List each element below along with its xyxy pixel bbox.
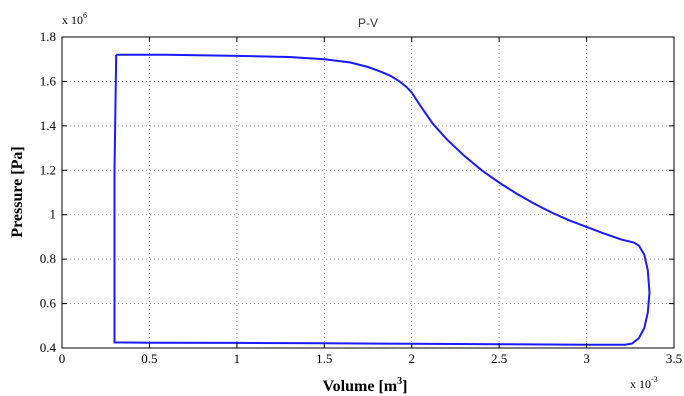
x-axis-label: Volume [m3] [323, 376, 408, 395]
y-tick-label: 0.8 [40, 251, 56, 266]
x-tick-label: 0.5 [141, 351, 157, 366]
x-tick-label: 2 [408, 351, 415, 366]
y-tick-label: 1.2 [40, 162, 56, 177]
y-axis-label: Pressure [Pa] [9, 146, 26, 237]
y-tick-label: 1.4 [40, 118, 57, 133]
y-tick-label: 1.6 [40, 73, 57, 88]
y-tick-label: 0.4 [40, 340, 57, 355]
x-tick-label: 2.5 [491, 351, 507, 366]
x-tick-label: 1.5 [316, 351, 332, 366]
y-tick-label: 1.8 [40, 29, 56, 44]
tick-labels: 0 0.5 1 1.5 2 2.5 3 3.5 0.4 0.6 0.8 1 1.2 1.4 1.6 1.8 [40, 29, 682, 366]
y-tick-label: 1 [50, 207, 57, 222]
y-exponent: x 106 [62, 11, 87, 27]
plot-frame [61, 36, 675, 349]
x-tick-label: 3 [583, 351, 590, 366]
plot-background [62, 37, 674, 348]
x-exponent: x 10-3 [630, 375, 658, 391]
x-tick-label: 0 [59, 351, 66, 366]
y-tick-label: 0.6 [40, 296, 57, 311]
x-tick-label: 3.5 [666, 351, 682, 366]
chart-title: P-V [358, 16, 378, 30]
x-tick-label: 1 [234, 351, 241, 366]
pv-curve [113, 53, 651, 346]
ticks [61, 36, 675, 349]
